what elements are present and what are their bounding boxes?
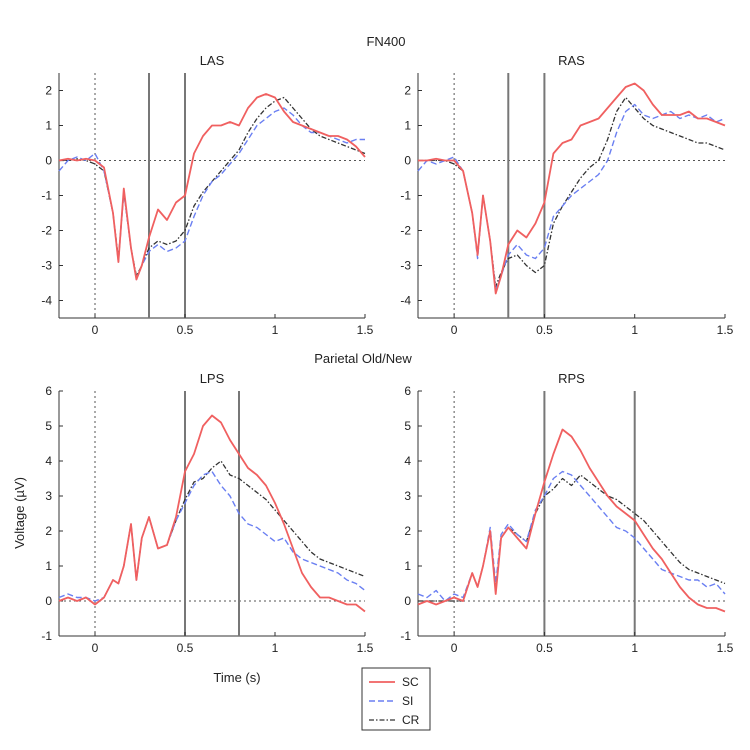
x-tick-label: 0: [92, 641, 99, 655]
x-tick-label: 0.5: [536, 641, 553, 655]
x-tick-label: 1.5: [717, 641, 734, 655]
panel-ras: -4 -3 -2 -1 0 1 2 0 0.5 1 1.5 RAS: [400, 53, 733, 337]
y-tick-label: 2: [404, 524, 411, 538]
legend-label-si: SI: [402, 694, 413, 708]
y-tick-label: -2: [400, 224, 411, 238]
x-tick-label: 0.5: [536, 323, 553, 337]
x-tick-label: 0.5: [177, 323, 194, 337]
x-tick-label: 0: [92, 323, 99, 337]
y-tick-label: -4: [400, 294, 411, 308]
series-line-si: [417, 103, 726, 291]
y-tick-label: -2: [41, 224, 52, 238]
y-tick-label: 5: [404, 419, 411, 433]
series-line-sc: [418, 82, 726, 295]
y-tick-label: 6: [45, 384, 52, 398]
x-tick-label: 1: [631, 641, 638, 655]
x-tick-label: 1.5: [357, 323, 374, 337]
panel-title: LAS: [200, 53, 225, 68]
y-tick-label: 3: [45, 489, 52, 503]
y-tick-label: -1: [41, 629, 52, 643]
x-tick-label: 0: [451, 323, 458, 337]
y-tick-label: -1: [400, 629, 411, 643]
x-tick-label: 1: [272, 641, 279, 655]
series-line-si: [58, 470, 366, 602]
y-tick-label: 1: [45, 559, 52, 573]
y-axis-label: Voltage (µV): [12, 477, 27, 549]
legend: SC SI CR: [361, 667, 431, 731]
panel-title: RPS: [558, 371, 585, 386]
y-tick-label: -1: [400, 189, 411, 203]
y-tick-label: 0: [45, 154, 52, 168]
x-tick-label: 1: [272, 323, 279, 337]
y-tick-label: 6: [404, 384, 411, 398]
y-tick-label: 0: [404, 154, 411, 168]
y-tick-label: 1: [404, 119, 411, 133]
series-line-cr: [59, 96, 366, 277]
series-line-si: [58, 107, 365, 281]
x-tick-label: 0.5: [177, 641, 194, 655]
panel-title: RAS: [558, 53, 585, 68]
series-line-si: [417, 470, 726, 602]
panel-lps: -1 0 1 2 3 4 5 6 0 0.5 1 1.5 LPS: [41, 371, 373, 655]
y-tick-label: 2: [45, 524, 52, 538]
legend-box: [361, 667, 431, 731]
y-tick-label: 4: [45, 454, 52, 468]
section-title-parietal: Parietal Old/New: [314, 351, 412, 366]
x-tick-label: 1.5: [717, 323, 734, 337]
y-tick-label: 2: [404, 84, 411, 98]
panel-rps: -1 0 1 2 3 4 5 6 0 0.5 1 1.5 RPS: [400, 371, 733, 655]
y-tick-label: -3: [41, 259, 52, 273]
series-line-cr: [418, 474, 726, 602]
series-line-sc: [417, 428, 726, 613]
y-tick-label: 4: [404, 454, 411, 468]
series-line-cr: [418, 96, 726, 288]
y-tick-label: -3: [400, 259, 411, 273]
x-tick-label: 1: [631, 323, 638, 337]
y-tick-label: 5: [45, 419, 52, 433]
y-tick-label: -1: [41, 189, 52, 203]
series-line-sc: [58, 414, 366, 613]
y-tick-label: 0: [404, 594, 411, 608]
x-axis-label: Time (s): [213, 670, 260, 685]
y-tick-label: 3: [404, 489, 411, 503]
legend-label-sc: SC: [402, 675, 419, 689]
series-line-cr: [58, 460, 366, 606]
panel-title: LPS: [200, 371, 225, 386]
section-title-fn400: FN400: [366, 34, 405, 49]
y-tick-label: -4: [41, 294, 52, 308]
x-tick-label: 1.5: [357, 641, 374, 655]
y-tick-label: 1: [45, 119, 52, 133]
series-line-sc: [58, 93, 366, 281]
x-tick-label: 0: [451, 641, 458, 655]
legend-label-cr: CR: [402, 713, 420, 727]
panel-las: -4 -3 -2 -1 0 1 2 0 0.5 1 1.5 LAS: [41, 53, 373, 337]
y-tick-label: 0: [45, 594, 52, 608]
y-tick-label: 1: [404, 559, 411, 573]
y-tick-label: 2: [45, 84, 52, 98]
